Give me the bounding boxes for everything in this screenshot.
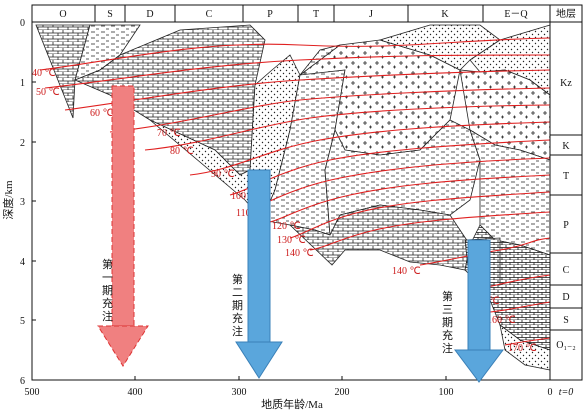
x-axis: 500 400 300 200 100 0 地质年龄/Ma t=0 xyxy=(25,376,574,411)
svg-text:充: 充 xyxy=(442,328,453,342)
x-tick-label: 400 xyxy=(128,387,143,398)
svg-text:注: 注 xyxy=(232,324,243,338)
svg-text:三: 三 xyxy=(442,304,453,316)
svg-text:注: 注 xyxy=(442,341,453,355)
strata-label: Kz xyxy=(560,78,572,89)
isotherm-label: 160 ℃ xyxy=(487,315,516,326)
isotherm-label: 50 ℃ xyxy=(36,87,60,98)
svg-text:第: 第 xyxy=(442,289,453,303)
isotherm-label: 130 ℃ xyxy=(277,235,306,246)
isotherm-label: 120 ℃ xyxy=(272,221,301,232)
svg-text:充: 充 xyxy=(232,311,243,325)
y-tick-label: 1 xyxy=(20,78,25,89)
x-tick-label: 0 xyxy=(548,387,553,398)
charge-arrow-2 xyxy=(235,169,283,379)
charge-arrow-1 xyxy=(97,85,149,367)
x-tick-label: 500 xyxy=(25,387,40,398)
svg-text:一: 一 xyxy=(102,272,113,284)
svg-text:充: 充 xyxy=(102,296,113,310)
x-axis-title: 地质年龄/Ma xyxy=(261,397,323,411)
period-header: O S D C P T J K E－Q xyxy=(31,4,551,23)
strata-label: D xyxy=(562,292,569,303)
period-label: E－Q xyxy=(504,9,528,20)
svg-text:第: 第 xyxy=(102,257,113,271)
period-label: O xyxy=(59,9,66,20)
t-zero-label: t=0 xyxy=(559,387,574,398)
period-label: T xyxy=(313,9,319,20)
strata-label: C xyxy=(563,265,570,276)
y-tick-label: 2 xyxy=(20,138,25,149)
isotherm-label: 170 ℃ xyxy=(508,343,537,354)
period-label: S xyxy=(107,9,113,20)
strata-header: 地层 xyxy=(556,7,576,20)
period-label: C xyxy=(206,9,213,20)
svg-text:二: 二 xyxy=(232,287,243,299)
isotherms xyxy=(39,37,551,346)
strata-column: 地层 Kz K T P C D S O₁₋₂ xyxy=(549,4,583,381)
isotherm-label: 90 ℃ xyxy=(211,169,235,180)
svg-text:期: 期 xyxy=(442,316,453,329)
svg-text:第: 第 xyxy=(232,272,243,286)
x-tick-label: 200 xyxy=(335,387,350,398)
isotherm-label: 80 ℃ xyxy=(170,146,194,157)
svg-text:期: 期 xyxy=(232,299,243,312)
period-label: P xyxy=(267,9,273,20)
charge-arrow-3 xyxy=(454,239,504,383)
isotherm-label: 60 ℃ xyxy=(90,108,114,119)
y-tick-label: 0 xyxy=(20,18,25,29)
y-tick-label: 4 xyxy=(20,257,25,268)
isotherm-label: 140 ℃ xyxy=(392,266,421,277)
strata-label: T xyxy=(563,171,569,182)
y-axis-title: 深度/km xyxy=(1,180,15,220)
isotherm-label: 40 ℃ xyxy=(32,68,56,79)
phase-3-label: 第 三 期 充 注 xyxy=(442,289,453,355)
y-tick-label: 3 xyxy=(20,197,25,208)
strata-label: O₁₋₂ xyxy=(556,340,575,351)
y-tick-label: 5 xyxy=(20,316,25,327)
isotherm-label: 140 ℃ xyxy=(285,248,314,259)
x-tick-label: 300 xyxy=(232,387,247,398)
strata-label: P xyxy=(563,220,569,231)
x-tick-label: 100 xyxy=(439,387,454,398)
y-tick-label: 6 xyxy=(20,376,25,387)
period-label: D xyxy=(146,9,153,20)
strata-label: S xyxy=(563,315,569,326)
strata-label: K xyxy=(562,141,570,152)
svg-text:注: 注 xyxy=(102,309,113,323)
phase-1-label: 第 一 期 充 注 xyxy=(102,257,113,323)
period-label: J xyxy=(369,9,373,20)
period-label: K xyxy=(441,9,449,20)
svg-text:期: 期 xyxy=(102,284,113,297)
isotherm-label: 70 ℃ xyxy=(157,128,181,139)
phase-2-label: 第 二 期 充 注 xyxy=(232,272,243,338)
y-axis: 0 1 2 3 4 5 6 深度/km xyxy=(1,18,36,387)
isotherm-label: 100 xyxy=(231,191,246,202)
